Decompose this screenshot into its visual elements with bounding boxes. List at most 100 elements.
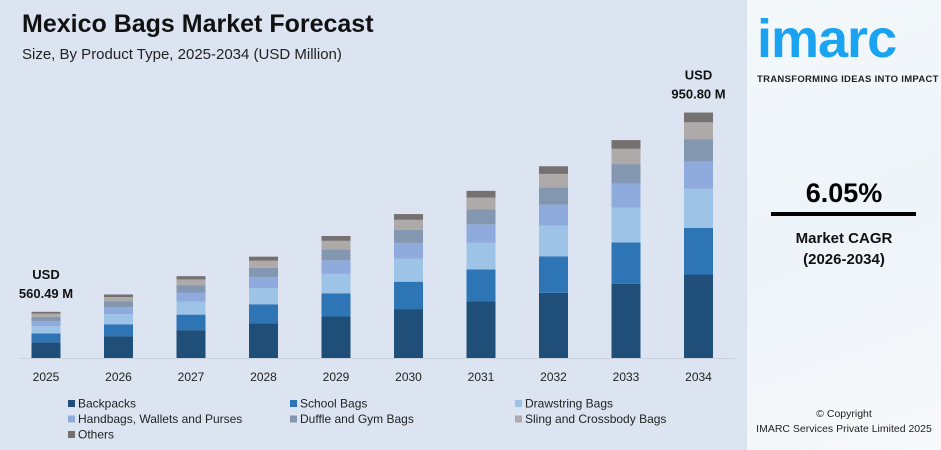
cagr-divider [771,212,916,216]
chart-subtitle: Size, By Product Type, 2025-2034 (USD Mi… [22,46,342,63]
bar-segment [104,294,133,298]
bar-segment [104,307,133,315]
bar-segment [176,330,206,358]
bar-segment [394,281,423,310]
bar-segment [466,224,496,243]
bar-segment [684,161,713,189]
bar-segment [684,112,713,123]
x-tick-label: 2025 [33,370,60,384]
cagr-label-text: Market CAGR [795,230,893,247]
bar-segment [31,333,61,343]
total-annotation-line1: USD [685,68,712,83]
bar-segment [249,256,278,261]
x-tick-label: 2027 [178,370,205,384]
x-tick-label: 2034 [685,370,712,384]
copyright-line-2: IMARC Services Private Limited 2025 [756,423,932,435]
bar-segment [321,249,351,261]
bar-segment [611,283,641,358]
bar-segment [104,297,133,302]
bar-segment [466,190,496,198]
bar-segment [31,342,61,358]
cagr-period: (2026-2034) [803,251,885,268]
bar-segment [104,301,133,308]
bar-segment [176,279,206,286]
bar-segment [466,209,496,225]
bar-segment [321,293,351,317]
imarc-logo: imarc [757,9,897,69]
bar-segment [249,260,278,268]
bar-segment [684,188,713,228]
bar-segment [394,242,423,259]
bar-segment [539,204,568,226]
x-tick-label: 2026 [105,370,132,384]
bar-segment [321,260,351,274]
bar-segment [249,267,278,277]
bar-segment [321,240,351,250]
total-annotation-line1: USD [32,267,59,282]
legend-swatch [515,415,522,423]
chart-title: Mexico Bags Market Forecast [22,10,374,38]
bar-segment [176,314,206,331]
bar-segment [539,256,568,293]
bar-segment [394,219,423,230]
bar-segment [539,187,568,205]
bar-segment [394,214,423,220]
bar-segment [104,336,133,358]
bar-segment [539,173,568,188]
bar-segment [611,242,641,284]
x-tick-label: 2031 [468,370,495,384]
bar-segment [394,258,423,282]
x-tick-label: 2029 [323,370,350,384]
x-tick-label: 2028 [250,370,277,384]
stacked-bar-chart: 2025 USD 560.49 M 2026 2027 2028 2029 2030 2031 2… [19,68,735,442]
bar-segment [176,301,206,315]
bar-segment [104,324,133,337]
bar-segment [466,269,496,302]
bar-segment [249,288,278,305]
bar-segment [466,197,496,210]
bar-segment [394,309,423,358]
legend-label: School Bags [300,397,367,411]
legend-label: Drawstring Bags [525,397,613,411]
bar-segment [539,292,568,358]
x-tick-label: 2033 [613,370,640,384]
bar-segment [611,207,641,243]
legend-swatch [68,400,75,407]
bar-segment [394,229,423,243]
legend-label: Handbags, Wallets and Purses [78,412,242,426]
copyright: © Copyright IMARC Services Private Limit… [747,407,941,437]
total-annotation-line2: 950.80 M [671,87,725,102]
sidebar-panel: imarc TRANSFORMING IDEAS INTO IMPACT 6.0… [747,0,941,450]
legend-label: Duffle and Gym Bags [300,412,414,426]
x-tick-label: 2032 [540,370,567,384]
bar-segment [611,183,641,208]
bar-segment [611,164,641,184]
copyright-line-1: © Copyright [816,408,872,420]
legend-swatch [290,400,297,407]
bar-segment [611,148,641,165]
bar-segment [539,166,568,174]
bar-segment [176,285,206,293]
bar-segment [249,304,278,324]
bar-segment [249,276,278,289]
bar-segment [31,316,61,322]
legend-label: Sling and Crossbody Bags [525,412,666,426]
logo-tagline: TRANSFORMING IDEAS INTO IMPACT [757,74,939,85]
bar-segment [321,235,351,241]
bar-segment [684,274,713,358]
bar-segment [539,225,568,257]
bar-segment [684,139,713,162]
bar-segment [31,326,61,334]
bar-segment [31,311,61,314]
cagr-label: Market CAGR (2026-2034) [747,228,941,270]
bar-segment [684,122,713,140]
bar-segment [466,242,496,270]
legend-swatch [68,431,75,438]
bar-segment [611,140,641,149]
bar-segment [31,313,61,317]
bar-segment [176,292,206,302]
total-annotation-line2: 560.49 M [19,286,73,301]
legend-label: Backpacks [78,397,136,411]
legend-swatch [515,400,522,407]
